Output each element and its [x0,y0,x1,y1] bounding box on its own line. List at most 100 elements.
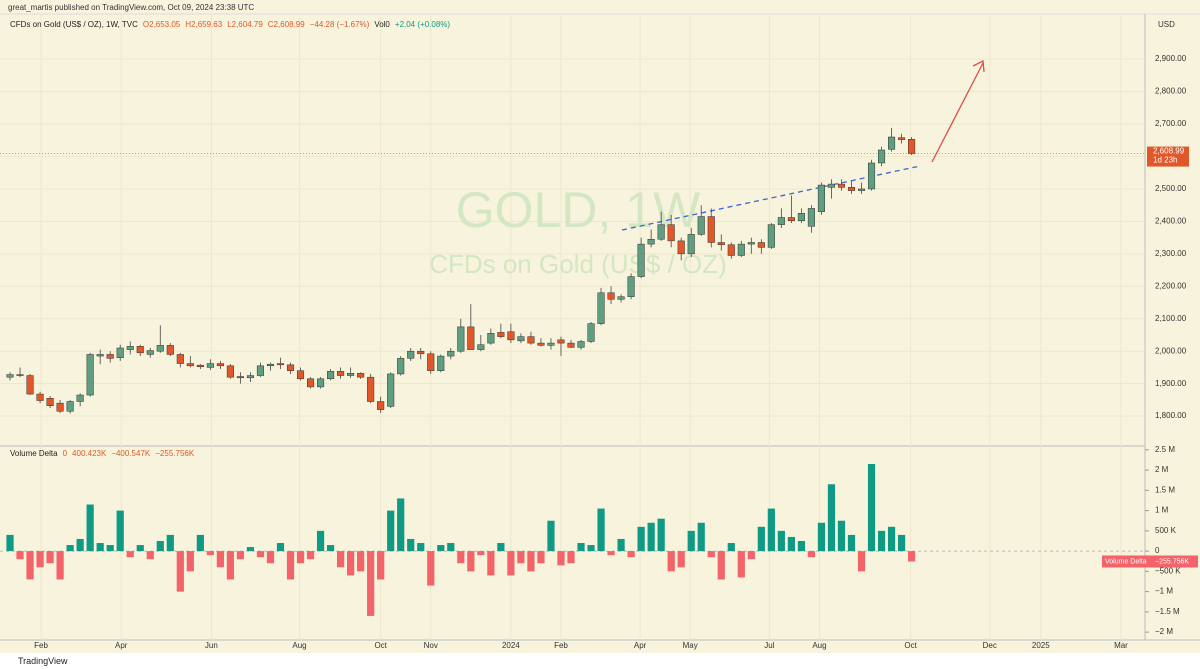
volume-delta-bar [827,484,836,552]
candle-body [627,276,635,297]
candle-body [116,347,124,358]
volume-delta-bar [36,551,44,568]
volume-delta-bar [276,543,285,552]
marks: Feb Apr Jun Aug Oct Nov 2024 Feb Apr May Jul Aug Oct… [0,54,1198,650]
candle-body [367,376,375,402]
candle-body [657,224,665,240]
y-tick-label: 1 M [1155,506,1169,515]
last-price-label: 2,608.99 [1153,147,1185,156]
price-tag [1147,146,1189,167]
volume-delta-bar [216,551,224,568]
candle-body [407,350,415,359]
volume-delta-bar [617,538,625,552]
volume-delta-bar [186,551,194,572]
volume-delta-bar [897,534,906,552]
arrow-head [972,59,985,73]
candle-body [567,342,575,348]
candle-body [737,243,745,256]
volume-delta-bar [56,551,64,580]
candle-body [206,363,214,368]
volume-delta-bar [757,526,765,552]
candle-body [867,162,876,190]
volume-delta-bar [96,543,104,552]
volume-delta-bar [777,530,785,552]
y-tick-label: 1,900.00 [1155,379,1187,388]
y-tick-label: −2 M [1155,627,1173,636]
volume-delta-bar [206,551,214,556]
candle-body [397,358,405,375]
candle-body [447,350,455,357]
candle-body [817,184,825,212]
candle-body [417,350,425,355]
candle-body [797,213,805,222]
volume-delta-bar [707,551,715,558]
candle-body [487,333,495,344]
candle-body [557,339,565,344]
candle-body [547,342,555,346]
y-tick-label: −1 M [1155,587,1173,596]
volume-delta-bar [296,551,305,564]
indicator-title[interactable]: Volume Delta [10,449,58,458]
candle-body [847,187,856,191]
volume-delta-bar [717,551,725,580]
symbol[interactable]: CFDs on Gold (US$ / OZ), 1W, TVC [10,20,138,29]
watermark-sub: CFDs on Gold (US$ / OZ) [429,249,727,279]
candle-body [707,216,715,243]
volume-delta-bar [226,551,235,580]
candle-body [66,401,74,412]
volume-delta-bar [66,545,74,552]
volume-delta-bar [306,551,315,560]
candle-body [26,375,34,395]
x-tick-label: Dec [983,641,997,650]
x-tick-label: Aug [292,641,306,650]
volume-delta-bar [46,551,54,564]
volume-delta-bar [567,551,575,564]
volume-delta-bar [747,551,755,560]
candle-body [577,341,585,348]
candle-body [246,375,254,379]
volume-delta-bar [326,545,335,552]
volume-delta-bar [867,464,876,552]
volume-delta-bar [437,545,445,552]
legend-value: L2,604.79 [227,20,263,29]
y-tick-label: 2,400.00 [1155,217,1187,226]
volume-delta-bar [316,530,325,552]
y-tick-label: 2,000.00 [1155,346,1187,355]
volume-delta-bar [76,538,84,552]
brand[interactable]: TradingView [18,656,68,666]
volume-delta-bar [387,510,395,552]
volume-delta-bar [687,530,695,552]
candle-body [236,376,244,379]
y-tick-label: −500 K [1155,566,1181,575]
volume-delta-bar [817,522,826,552]
volume-delta-bar [136,545,144,552]
candle-body [16,374,24,376]
volume-delta-bar [497,543,505,552]
candle-body [877,149,886,164]
volume-delta-bar [166,534,174,552]
volume-delta-bar [377,551,385,580]
candle-body [46,398,54,406]
candle-body [637,243,645,277]
x-tick-label: Jul [764,641,774,650]
y-tick-label: 2 M [1155,465,1169,474]
y-tick-label: 2,900.00 [1155,54,1187,63]
volume-delta-bar [367,551,375,616]
legend-value: −255.756K [155,449,195,458]
volume-delta-bar [6,534,14,552]
candle-body [617,296,625,300]
x-tick-label: 2024 [502,641,520,650]
volume-delta-bar [627,551,635,558]
volume-delta-bar [146,551,154,560]
volume-delta-bar [347,551,355,576]
volume-delta-bar [787,536,795,552]
publisher: great_martis published on TradingView.co… [8,3,255,12]
candle-body [477,344,485,350]
legend-value: C2,608.99 [267,20,305,29]
volume-delta-bar [637,526,645,552]
candle-body [186,363,194,367]
candle-body [256,365,265,376]
volume-delta-bar [647,522,655,552]
volume-delta-bar [397,498,405,552]
x-tick-label: Jun [205,641,218,650]
